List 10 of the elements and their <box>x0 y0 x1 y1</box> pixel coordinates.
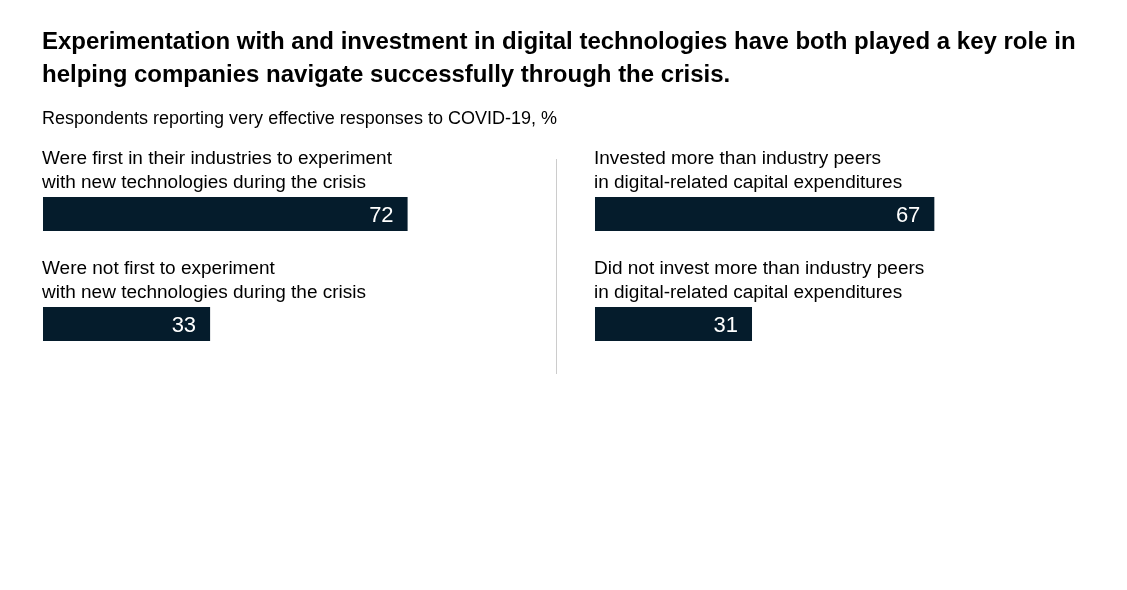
chart-subtitle: Respondents reporting very effective responses to COVID-19, % <box>42 108 558 129</box>
data-label: 31 <box>714 311 739 337</box>
text: Experimentation with and investment in digital technologies have both played a key role in helping companies navigate successfully through the crisis. <box>42 26 1077 89</box>
y-tick-label: Invested more than industry peers in digital-related capital expenditures <box>594 147 903 192</box>
y-tick-label: Were not first to experiment with new technologies during the crisis <box>41 257 366 302</box>
data-label: 33 <box>171 311 197 337</box>
data-label: 67 <box>896 201 921 227</box>
y-tick-label: Did not invest more than industry peers in digital-related capital expenditures <box>594 257 925 302</box>
y-tick-label: Were first in their industries to experiment with new technologies during the crisis <box>41 147 393 192</box>
data-label: 72 <box>369 201 394 227</box>
